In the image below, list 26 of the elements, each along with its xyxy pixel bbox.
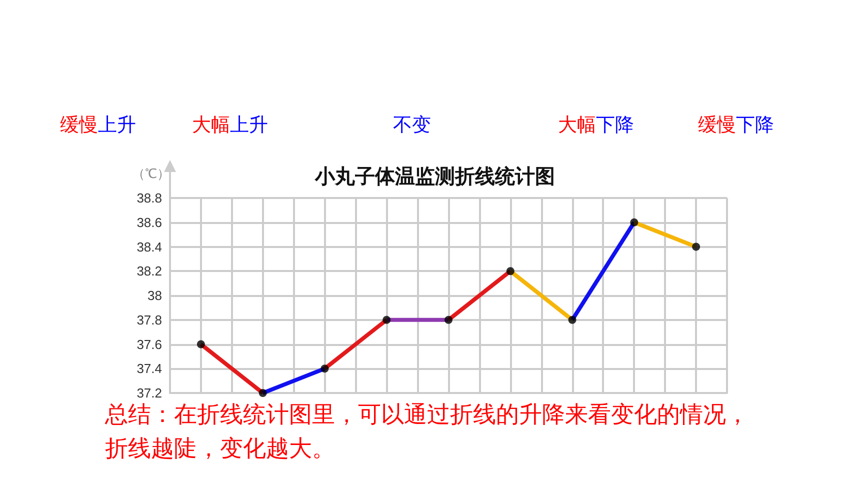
y-tick-label: 37.4	[136, 361, 162, 376]
y-tick-label: 37.8	[136, 312, 162, 328]
point	[382, 316, 391, 324]
y-tick-label: 37.2	[136, 386, 162, 400]
point	[630, 218, 638, 226]
y-tick-label: 38.8	[136, 190, 162, 206]
y-tick-label: 38	[148, 288, 162, 303]
chart-title: 小丸子体温监测折线统计图	[314, 165, 555, 188]
y-tick-label: 37.6	[136, 336, 162, 352]
text: 大幅下降	[558, 114, 634, 136]
point	[506, 267, 514, 276]
y-tick-label: 38.6	[136, 214, 162, 230]
point	[692, 242, 700, 251]
text: 不变	[393, 114, 431, 136]
y-axis-title: （℃）	[132, 166, 170, 181]
point	[444, 316, 452, 324]
y-tick-label: 38.4	[136, 239, 162, 254]
point	[568, 316, 576, 324]
text: 缓慢上升	[60, 114, 136, 136]
text: 总结：在折线统计图里，可以通过折线的升降来看变化的情况，折线越陡，变化越大。	[105, 402, 749, 462]
text: 大幅上升	[192, 114, 268, 136]
text: 缓慢下降	[698, 114, 774, 136]
point	[196, 340, 205, 348]
y-tick-label: 38.2	[136, 264, 162, 279]
point	[320, 364, 329, 373]
point	[258, 389, 267, 397]
